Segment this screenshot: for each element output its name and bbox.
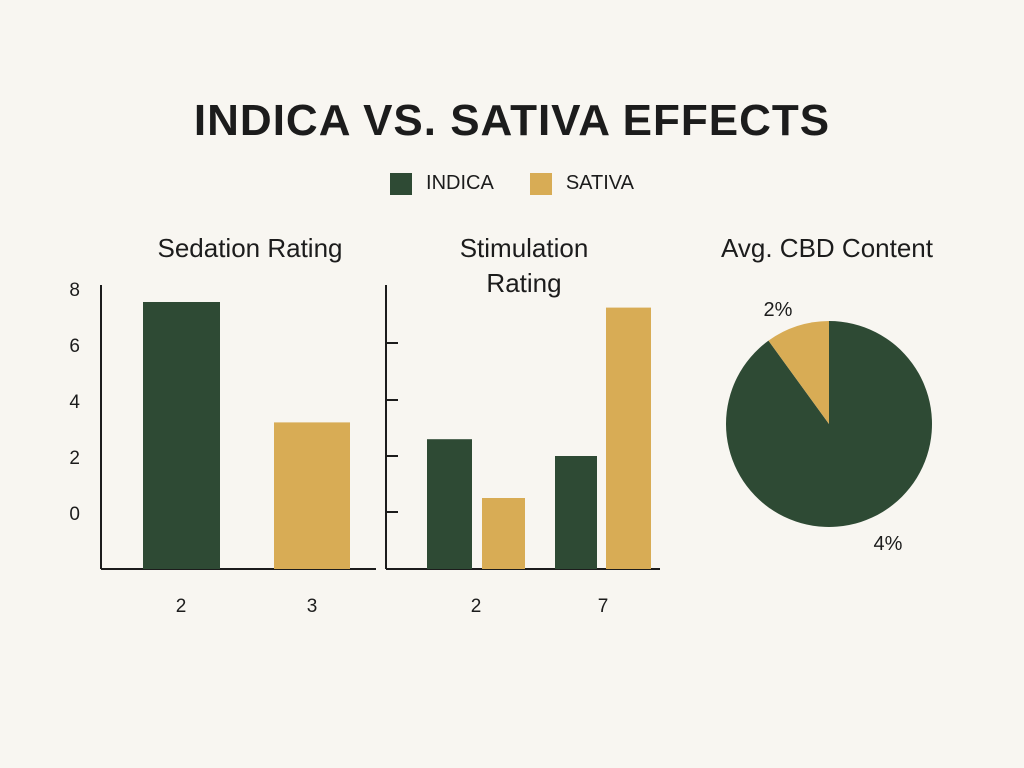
sedation-y-tick: 8 <box>69 280 80 301</box>
pie-label-indica: 4% <box>874 533 903 555</box>
legend-swatch-sativa <box>529 172 552 195</box>
stimulation-x-tick: 2 <box>471 596 482 617</box>
sedation-x-tick: 3 <box>307 596 318 617</box>
cbd-pie-chart: Avg. CBD Content 2% 4% <box>721 233 934 555</box>
stimulation-x-tick: 7 <box>598 596 609 617</box>
legend-item-indica: INDICA <box>390 172 494 195</box>
sedation-bar-indica <box>143 302 220 569</box>
stimulation-bar-sativa <box>606 307 651 569</box>
stimulation-bar-indica <box>427 439 472 569</box>
stimulation-bar-sativa <box>482 498 525 569</box>
sedation-chart-title: Sedation Rating <box>157 233 342 263</box>
legend: INDICA SATIVA <box>0 172 1024 195</box>
sedation-y-tick: 4 <box>69 392 80 413</box>
sedation-y-tick: 2 <box>69 448 80 469</box>
figure-title: INDICA VS. SATIVA EFFECTS <box>193 96 831 145</box>
sedation-chart: Sedation Rating 8 6 4 2 0 2 3 <box>69 233 376 617</box>
legend-item-sativa: SATIVA <box>529 172 634 195</box>
legend-label-indica: INDICA <box>426 172 494 194</box>
sedation-bar-sativa <box>274 422 350 569</box>
stimulation-bar-indica <box>555 456 597 569</box>
cbd-chart-title: Avg. CBD Content <box>721 233 934 263</box>
pie-slice-sativa <box>768 321 829 424</box>
sedation-y-tick: 6 <box>69 336 80 357</box>
stimulation-chart-title-line2: Rating <box>486 268 561 298</box>
sedation-y-tick: 0 <box>69 504 80 525</box>
stimulation-chart-title-line1: Stimulation <box>460 233 589 263</box>
stimulation-chart: Stimulation Rating 2 7 <box>385 233 660 617</box>
legend-swatch-indica <box>390 172 413 195</box>
legend-label-sativa: SATIVA <box>565 172 634 194</box>
sedation-x-tick: 2 <box>176 596 187 617</box>
pie-label-sativa: 2% <box>764 299 793 321</box>
